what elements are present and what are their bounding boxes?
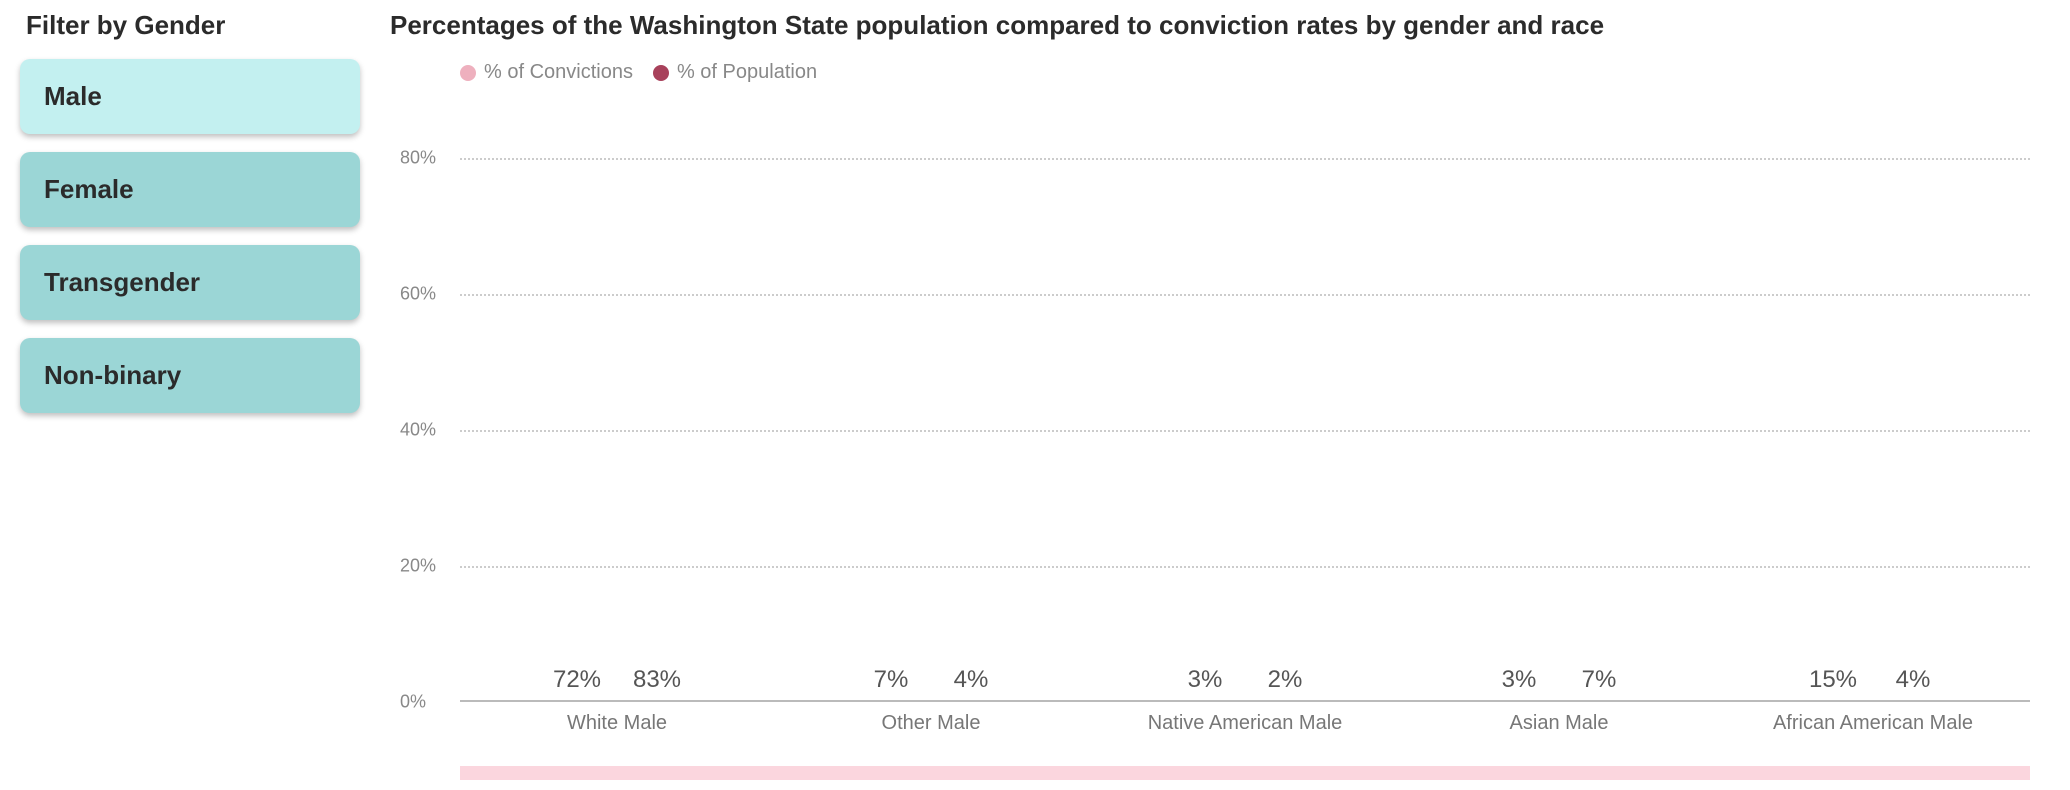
legend-swatch (460, 65, 476, 81)
y-tick-label: 0% (400, 692, 426, 713)
bar-value-label: 2% (1268, 666, 1303, 694)
y-tick-label: 60% (400, 284, 436, 305)
legend-item: % of Convictions (460, 61, 633, 84)
chart-title: Percentages of the Washington State popu… (390, 10, 2050, 41)
legend-item: % of Population (653, 61, 817, 84)
x-tick-label: African American Male (1716, 702, 2030, 735)
bar-value-label: 3% (1502, 666, 1537, 694)
bar-value-label: 4% (954, 666, 989, 694)
filter-button-male[interactable]: Male (20, 59, 360, 134)
bar-groups: 72% 83% 7% 4% 3% 2% 3% 7% 15% 4% (460, 90, 2030, 702)
filter-button-female[interactable]: Female (20, 152, 360, 227)
bar-value-label: 4% (1896, 666, 1931, 694)
legend-label: % of Population (677, 61, 817, 84)
y-tick-label: 20% (400, 556, 436, 577)
bar-value-label: 3% (1188, 666, 1223, 694)
legend-swatch (653, 65, 669, 81)
chart-panel: Percentages of the Washington State popu… (390, 10, 2050, 780)
plot-area: 0%20%40%60%80% 72%83%7%4%3%2%3%7%15%4% W… (460, 90, 2030, 762)
y-tick-label: 40% (400, 420, 436, 441)
filter-button-list: Male Female Transgender Non-binary (20, 59, 360, 413)
x-tick-label: Asian Male (1402, 702, 1716, 735)
bar-value-label: 15% (1809, 666, 1857, 694)
filter-button-transgender[interactable]: Transgender (20, 245, 360, 320)
filter-sidebar: Filter by Gender Male Female Transgender No… (20, 10, 390, 780)
bar-value-label: 7% (1582, 666, 1617, 694)
bar-value-label: 7% (874, 666, 909, 694)
bar-value-label: 72% (553, 666, 601, 694)
chart-area: % of Convictions % of Population 0% 20% 40%… (390, 51, 2050, 780)
x-axis-labels: White MaleOther MaleNative American Male… (460, 702, 2030, 762)
y-tick-label: 80% (400, 147, 436, 168)
chart-legend: % of Convictions % of Population (460, 61, 2030, 84)
legend-label: % of Convictions (484, 61, 633, 84)
bar-value-label: 83% (633, 666, 681, 694)
filter-button-non-binary[interactable]: Non-binary (20, 338, 360, 413)
filter-title: Filter by Gender (20, 10, 360, 41)
x-tick-label: Native American Male (1088, 702, 1402, 735)
x-tick-label: Other Male (774, 702, 1088, 735)
bottom-strip (460, 766, 2030, 780)
x-tick-label: White Male (460, 702, 774, 735)
